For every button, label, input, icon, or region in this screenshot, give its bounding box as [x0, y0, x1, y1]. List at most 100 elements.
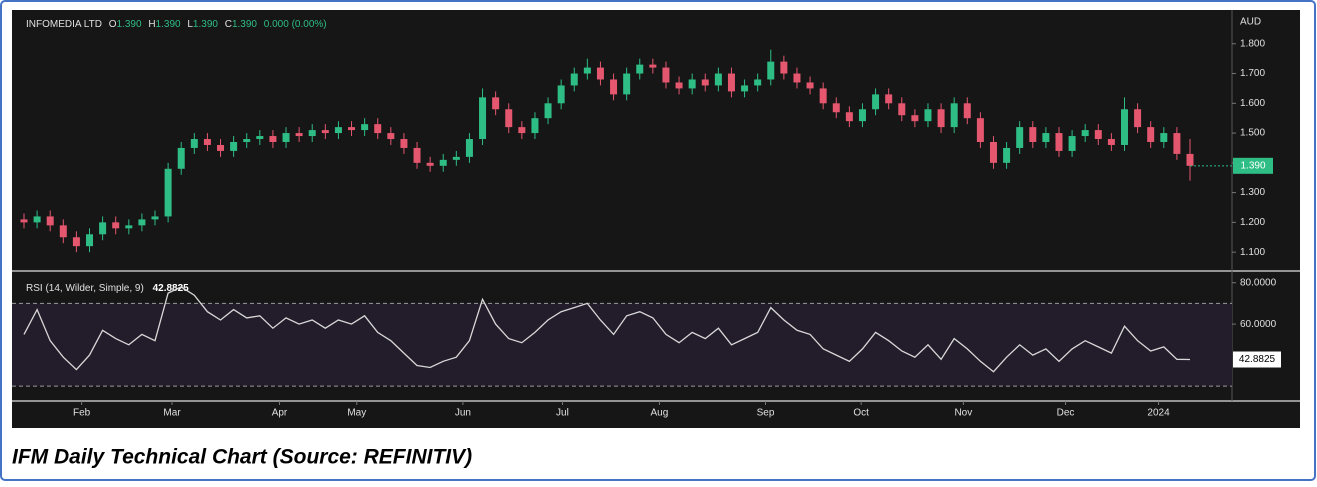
candle-body [282, 133, 290, 142]
y-tick-label: 1.300 [1240, 187, 1265, 198]
candle-body [610, 79, 618, 95]
candle-body [1134, 109, 1142, 128]
rsi-band [12, 303, 1232, 387]
candle-body [649, 64, 657, 68]
caption: IFM Daily Technical Chart (Source: REFIN… [12, 446, 472, 469]
ohlc-value: 1.390 [156, 19, 181, 30]
candle-body [845, 112, 853, 122]
candle-body [976, 118, 984, 142]
candle-body [269, 136, 277, 142]
candle-body [1042, 133, 1050, 142]
candle-body [1016, 127, 1024, 148]
candle-body [321, 130, 329, 134]
y-tick-label: 1.100 [1240, 247, 1265, 258]
candle-body [308, 130, 316, 137]
candle-body [885, 94, 893, 104]
candle-body [1055, 133, 1063, 151]
x-tick-label: Feb [73, 408, 91, 419]
candle-body [688, 79, 696, 89]
candle-body [33, 216, 41, 223]
price-legend: INFOMEDIA LTD O1.390 H1.390 L1.390 C1.39… [26, 19, 327, 30]
candle-body [937, 109, 945, 128]
rsi-badge-label: 42.8825 [1239, 354, 1276, 365]
candle-body [623, 73, 631, 95]
candle-body [125, 225, 133, 229]
x-tick-label: 2024 [1147, 408, 1170, 419]
candle-body [924, 109, 932, 122]
candle-body [544, 103, 552, 119]
y-tick-label: 60.0000 [1240, 319, 1277, 330]
rsi-badge [1233, 351, 1281, 368]
candle-body [426, 162, 434, 166]
candle-body [452, 156, 460, 160]
candle-body [361, 124, 369, 131]
candle-body [99, 222, 107, 235]
ohlc-label: L [187, 19, 193, 30]
y-tick-label: 1.600 [1240, 98, 1265, 109]
ohlc-value: 1.390 [193, 19, 218, 30]
candle-body [46, 216, 54, 226]
candle-body [1094, 130, 1102, 140]
candle-body [348, 127, 356, 131]
candle-body [217, 144, 225, 151]
candle-body [872, 94, 880, 110]
candle-body [439, 159, 447, 166]
candle-body [413, 147, 421, 163]
x-tick-label: Dec [1057, 408, 1075, 419]
candle-body [911, 115, 919, 122]
candle-body [1068, 136, 1076, 151]
x-tick-label: Jun [455, 408, 471, 419]
rsi-current: 42.8825 [153, 283, 190, 294]
currency: AUD [1240, 17, 1261, 28]
candle-body [806, 82, 814, 89]
candle-body [177, 147, 185, 169]
candle-body [72, 237, 80, 247]
candle-body [112, 222, 120, 229]
candle-body [243, 139, 251, 142]
x-tick-label: May [347, 408, 366, 419]
x-tick-label: Mar [163, 408, 181, 419]
rsi-legend: RSI (14, Wilder, Simple, 9) 42.8825 [26, 283, 189, 294]
candle-body [1173, 133, 1181, 154]
candle-body [400, 139, 408, 148]
rsi-line [23, 286, 1191, 373]
candle-body [465, 139, 473, 157]
candle-body [714, 73, 722, 86]
candle-body [741, 85, 749, 92]
candle-body [832, 103, 840, 113]
candle-body [1003, 147, 1011, 163]
last-price-badge [1233, 157, 1273, 174]
candle-body [557, 85, 565, 104]
candle-body [518, 127, 526, 134]
x-tick-label: Jul [556, 408, 569, 419]
x-tick-label: Aug [651, 408, 669, 419]
candle-body [989, 142, 997, 163]
candle-body [898, 103, 906, 116]
candle-body [950, 103, 958, 128]
candle-body [374, 124, 382, 134]
candle-body [583, 67, 591, 74]
x-tick-label: Oct [853, 408, 869, 419]
candle-body [1081, 130, 1089, 137]
ohlc-label: C [225, 19, 232, 30]
candle-body [1147, 127, 1155, 142]
candle-body [963, 103, 971, 119]
candle-body [387, 133, 395, 140]
candle-body [570, 73, 578, 86]
y-tick-label: 1.500 [1240, 128, 1265, 139]
candle-body [727, 73, 735, 92]
symbol: INFOMEDIA LTD [26, 19, 102, 30]
x-tick-label: Apr [272, 408, 288, 419]
candle-body [59, 225, 67, 238]
candle-body [662, 67, 670, 83]
candle-body [505, 109, 513, 128]
candle-body [675, 82, 683, 89]
ohlc-label: O [109, 19, 117, 30]
candle-body [754, 79, 762, 86]
candle-body [164, 168, 172, 217]
ohlc-label: H [148, 19, 155, 30]
candle-body [1186, 153, 1194, 166]
candle-body [479, 97, 487, 140]
